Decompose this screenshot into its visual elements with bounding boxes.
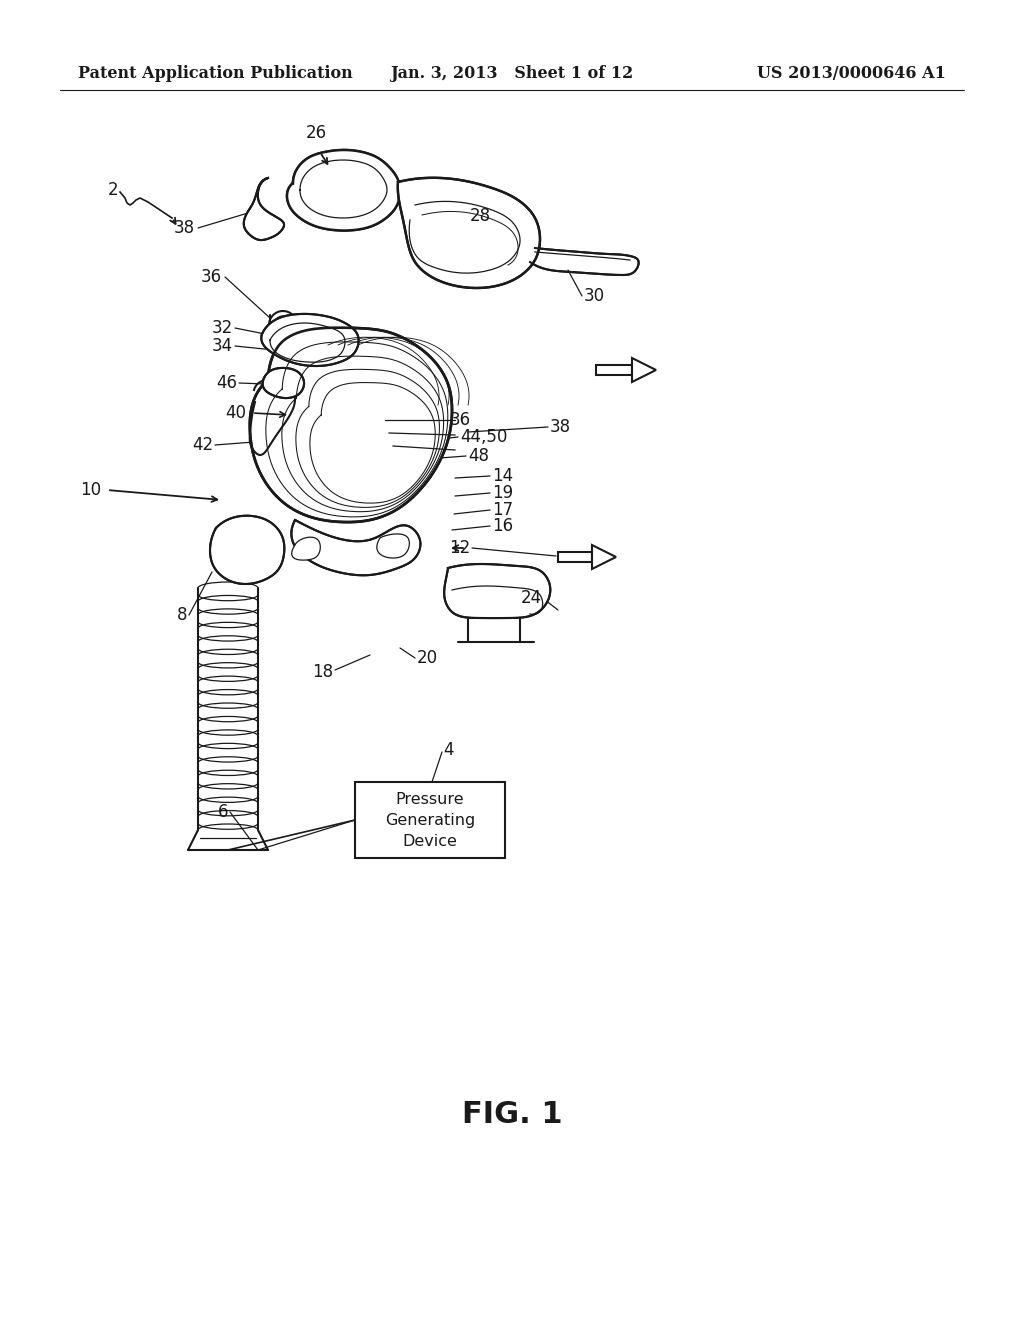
Text: 26: 26 <box>305 124 327 143</box>
Text: 44,50: 44,50 <box>460 428 507 446</box>
Text: 36: 36 <box>201 268 222 286</box>
Text: 17: 17 <box>492 502 513 519</box>
Text: 28: 28 <box>470 207 492 224</box>
Polygon shape <box>261 314 358 366</box>
Text: FIG. 1: FIG. 1 <box>462 1100 562 1129</box>
Text: 19: 19 <box>492 484 513 502</box>
Text: 48: 48 <box>468 447 489 465</box>
Polygon shape <box>530 248 639 275</box>
Text: Pressure
Generating
Device: Pressure Generating Device <box>385 792 475 849</box>
Text: 46: 46 <box>216 374 237 392</box>
Text: 30: 30 <box>584 286 605 305</box>
Bar <box>596 366 632 375</box>
Polygon shape <box>292 520 421 576</box>
Polygon shape <box>592 545 616 569</box>
Text: 12: 12 <box>449 539 470 557</box>
Polygon shape <box>632 358 656 381</box>
Text: Patent Application Publication: Patent Application Publication <box>78 65 352 82</box>
Text: 38: 38 <box>174 219 195 238</box>
Text: 32: 32 <box>212 319 233 337</box>
Polygon shape <box>244 178 284 240</box>
Text: 36: 36 <box>450 411 471 429</box>
Bar <box>355 781 505 858</box>
Text: 42: 42 <box>191 436 213 454</box>
Polygon shape <box>287 150 400 231</box>
Text: 34: 34 <box>212 337 233 355</box>
Polygon shape <box>377 533 410 558</box>
Polygon shape <box>250 327 452 523</box>
Polygon shape <box>262 368 304 399</box>
Text: 8: 8 <box>176 606 187 624</box>
Text: 14: 14 <box>492 467 513 484</box>
Text: 24: 24 <box>521 589 542 607</box>
Text: 2: 2 <box>108 181 119 199</box>
Text: 38: 38 <box>550 418 571 436</box>
Polygon shape <box>397 178 540 288</box>
Text: 10: 10 <box>80 480 101 499</box>
Text: 40: 40 <box>225 404 246 422</box>
Polygon shape <box>292 537 321 560</box>
Text: US 2013/0000646 A1: US 2013/0000646 A1 <box>757 65 946 82</box>
Text: 18: 18 <box>312 663 333 681</box>
Bar <box>558 552 592 562</box>
Text: 6: 6 <box>217 803 228 821</box>
Polygon shape <box>444 564 550 618</box>
Text: 16: 16 <box>492 517 513 535</box>
Text: 4: 4 <box>443 741 454 759</box>
Text: 20: 20 <box>417 649 438 667</box>
Text: Jan. 3, 2013   Sheet 1 of 12: Jan. 3, 2013 Sheet 1 of 12 <box>390 65 634 82</box>
Polygon shape <box>210 516 285 583</box>
